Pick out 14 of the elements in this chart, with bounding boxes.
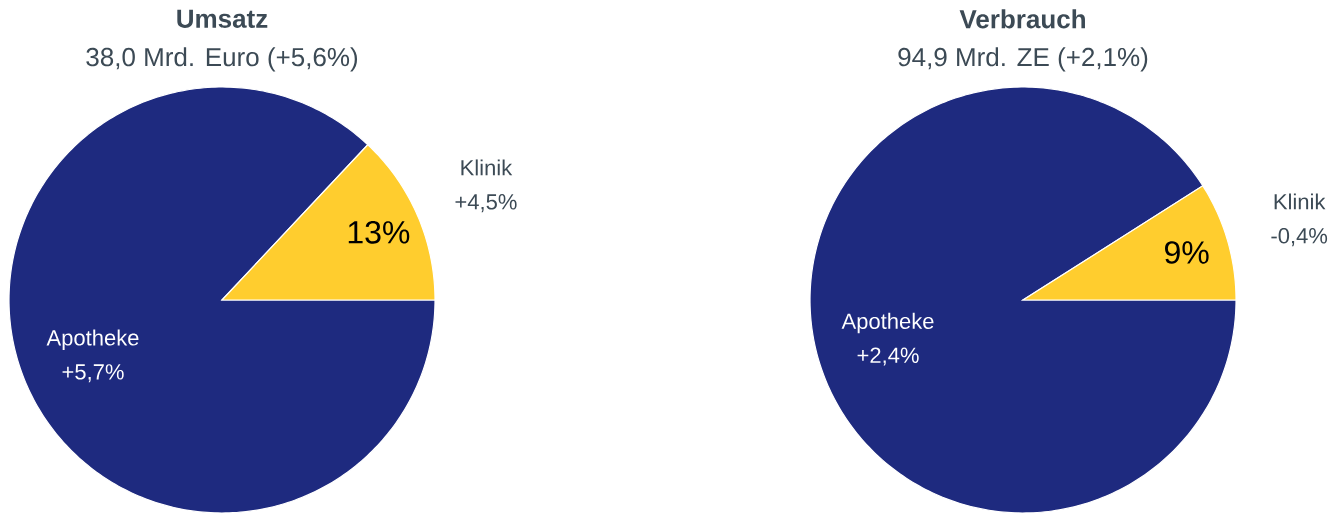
data-label: 13% [348, 221, 410, 244]
chart-title: Umsatz [177, 9, 268, 28]
text: +4,5% [455, 194, 517, 213]
text: +5,7% [62, 364, 124, 383]
text: +2,4% [857, 347, 919, 366]
chart-title: Verbrauch [959, 9, 1085, 29]
text: -0,4% [1271, 227, 1328, 247]
slice-label: Apotheke [841, 312, 934, 334]
chart-subtitle: 38,0 Mrd. Euro (+5,6%) [86, 47, 358, 72]
slice-label: Klinik [461, 159, 513, 176]
slice-label: Klinik [1274, 193, 1326, 210]
slice-label: Apotheke [46, 329, 139, 350]
data-label: 9% [1165, 241, 1209, 264]
chart-subtitle: 94,9 Mrd. ZE (+2,1%) [898, 47, 1148, 72]
